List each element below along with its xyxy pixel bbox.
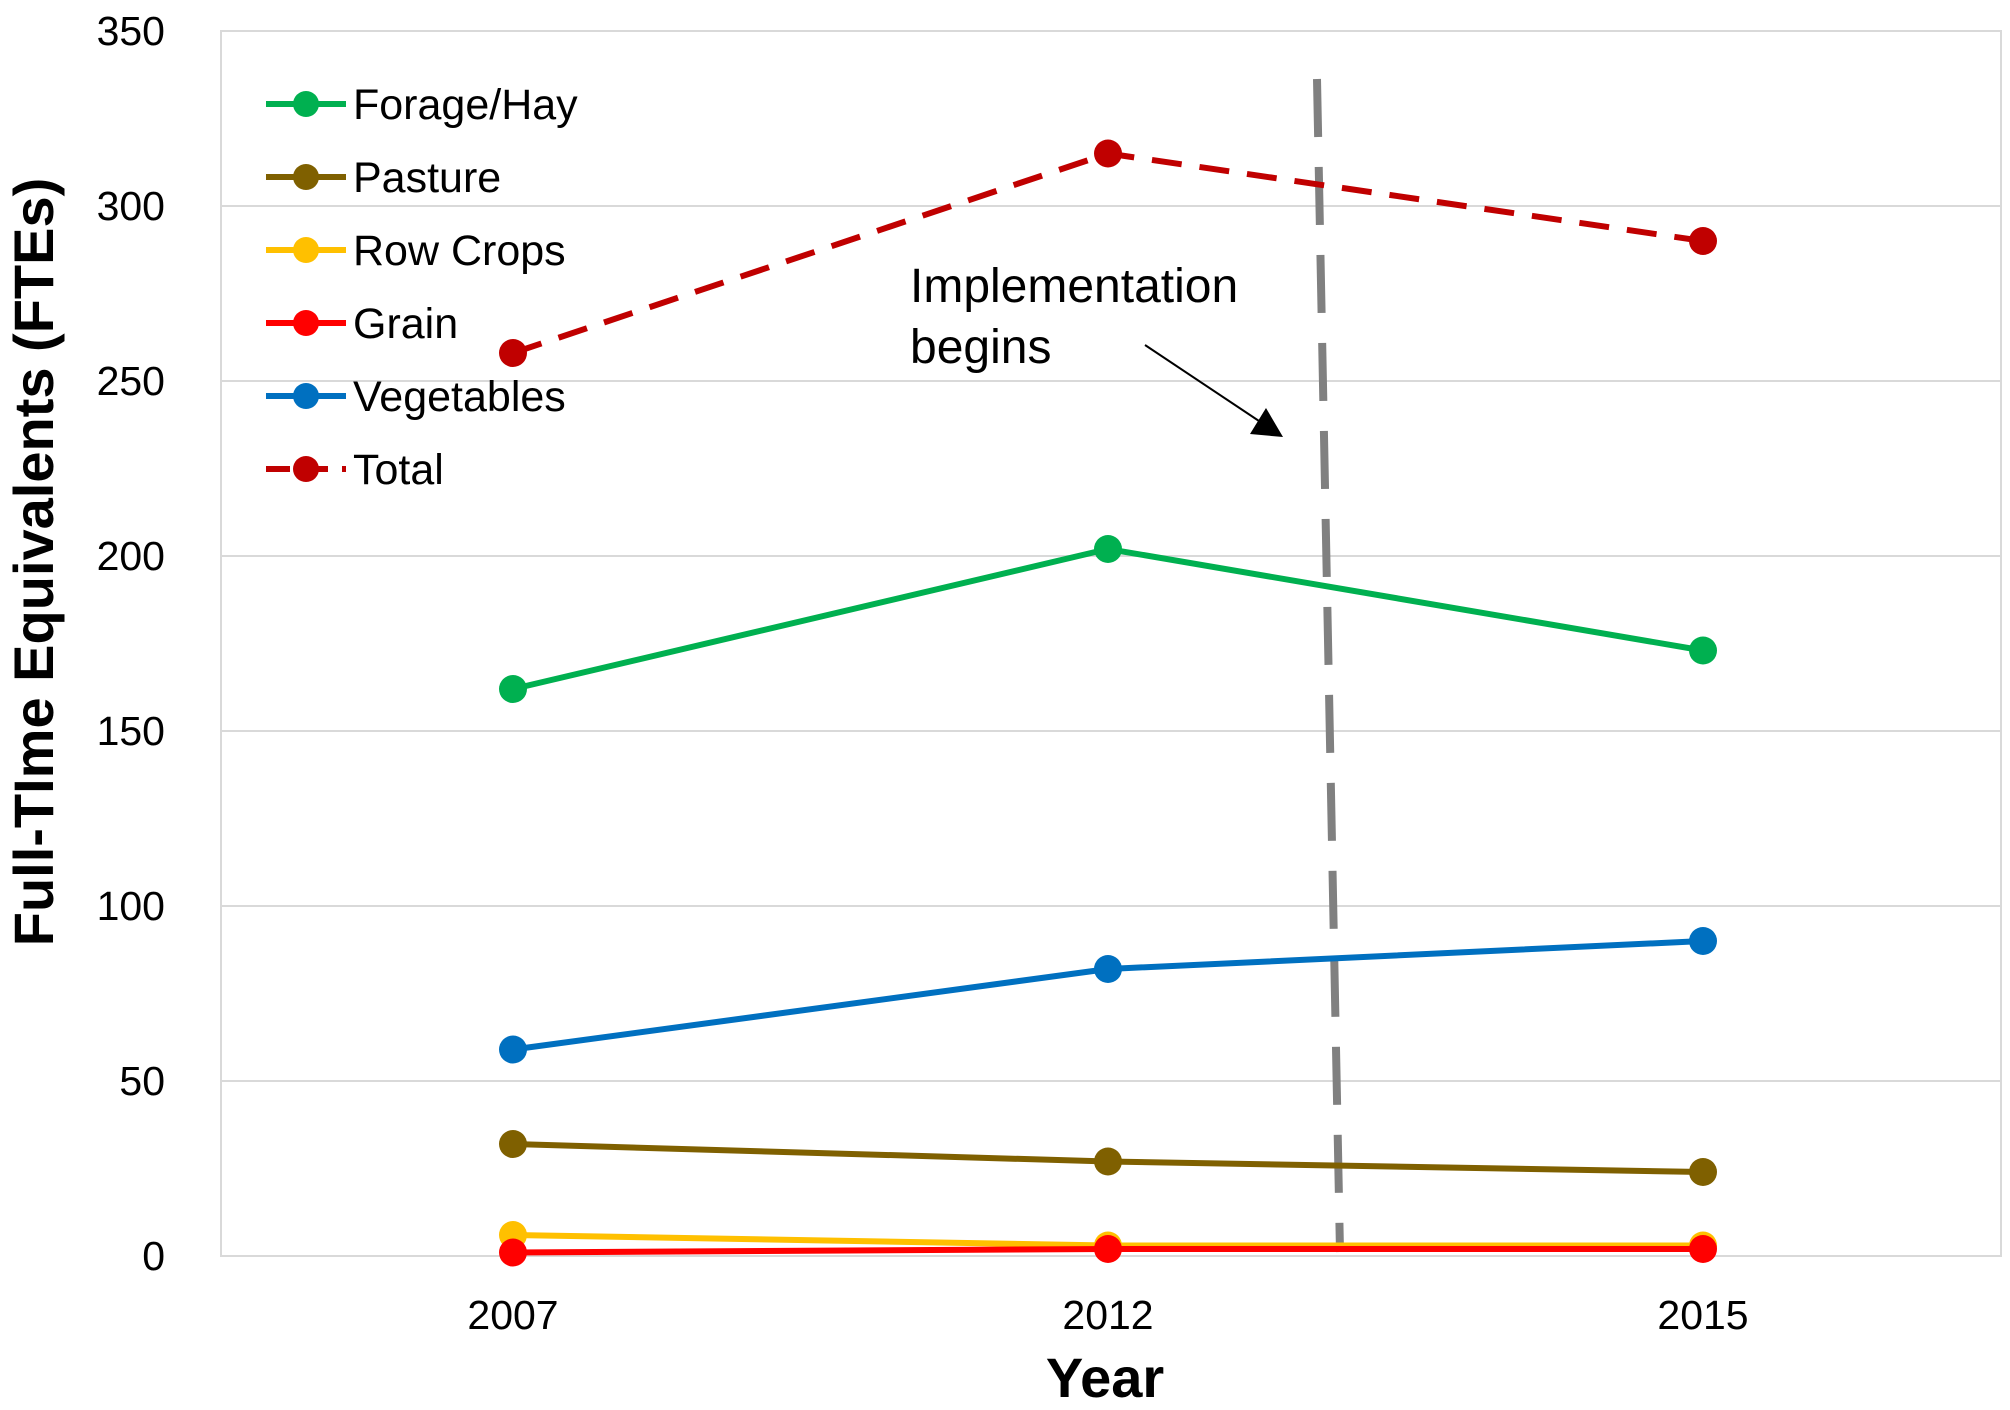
data-point — [1094, 1147, 1122, 1176]
implementation-dashed-line — [1313, 78, 1344, 1253]
data-point — [499, 339, 527, 367]
data-point — [499, 675, 527, 703]
y-axis-title: Full-TIme Equivalents (FTEs) — [2, 178, 65, 947]
annotation-arrow-shaft — [1144, 344, 1263, 424]
y-axis-ticks: 0 50 100 150 200 250 300 350 — [97, 8, 165, 1279]
y-tick-label: 300 — [97, 183, 165, 229]
legend-label: Grain — [353, 300, 458, 348]
y-tick-label: 50 — [119, 1058, 165, 1104]
x-axis-title: Year — [1046, 1346, 1164, 1409]
annotation-line-2: begins — [910, 321, 1051, 374]
legend-swatch-marker — [293, 237, 319, 263]
legend-item: Pasture — [266, 154, 501, 202]
data-point — [1689, 636, 1717, 665]
annotation-line-1: Implementation — [910, 260, 1238, 313]
data-point — [499, 1035, 527, 1064]
data-point — [1689, 927, 1717, 955]
gridlines — [221, 205, 2001, 1082]
legend: Forage/Hay Pasture Row Crops Grain Vegetable… — [266, 81, 578, 494]
legend-item: Row Crops — [266, 227, 566, 275]
data-point — [1689, 1158, 1717, 1186]
legend-label: Forage/Hay — [353, 81, 578, 129]
y-tick-label: 250 — [97, 358, 165, 404]
data-point — [1094, 955, 1122, 983]
series-group — [499, 139, 1717, 1267]
implementation-annotation: Implementation begins — [910, 260, 1283, 437]
legend-swatch-marker — [293, 164, 319, 190]
legend-item: Forage/Hay — [266, 81, 578, 129]
x-tick-label: 2007 — [467, 1292, 558, 1338]
legend-swatch-marker — [293, 456, 319, 482]
data-point — [1094, 139, 1122, 168]
legend-swatch-marker — [293, 91, 319, 117]
legend-item: Grain — [266, 300, 458, 348]
y-tick-label: 150 — [97, 708, 165, 754]
legend-label: Vegetables — [353, 373, 566, 421]
data-point — [1094, 535, 1122, 563]
legend-swatch-marker — [293, 310, 319, 336]
x-tick-label: 2015 — [1657, 1292, 1748, 1338]
y-tick-label: 200 — [97, 533, 165, 579]
plot-area — [220, 30, 2002, 1257]
legend-label: Row Crops — [353, 227, 566, 275]
legend-item: Vegetables — [266, 373, 566, 421]
data-point — [499, 1130, 527, 1158]
legend-label: Total — [353, 446, 444, 494]
series-grain — [499, 1235, 1717, 1267]
series-total — [499, 139, 1717, 367]
legend-item: Total — [266, 446, 444, 494]
y-tick-label: 350 — [97, 8, 165, 54]
y-tick-label: 100 — [97, 883, 165, 929]
data-point — [1094, 1235, 1122, 1263]
legend-label: Pasture — [353, 154, 501, 202]
data-point — [1689, 1235, 1717, 1263]
implementation-marker — [1313, 78, 1344, 1253]
annotation-arrow-head — [1250, 408, 1283, 437]
data-point — [499, 1238, 527, 1267]
x-axis-ticks: 2007 2012 2015 — [467, 1292, 1748, 1338]
series-pasture — [499, 1130, 1717, 1186]
y-tick-label: 0 — [142, 1233, 165, 1279]
x-tick-label: 2012 — [1062, 1292, 1153, 1338]
series-vegetables — [499, 927, 1717, 1064]
data-point — [1689, 227, 1717, 255]
legend-swatch-marker — [293, 383, 319, 409]
series-forage-hay — [499, 535, 1717, 703]
